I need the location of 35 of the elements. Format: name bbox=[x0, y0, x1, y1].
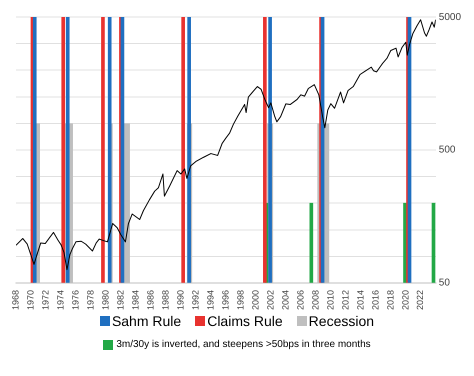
x-tick-label: 1992 bbox=[190, 290, 200, 310]
x-tick-label: 2012 bbox=[340, 290, 350, 310]
legend-label: 3m/30y is inverted, and steepens >50bps in three months bbox=[116, 339, 371, 350]
x-tick-label: 2018 bbox=[385, 290, 396, 310]
x-tick-label: 1980 bbox=[100, 290, 110, 310]
legend-label: Recession bbox=[308, 313, 374, 329]
x-tick-label: 1994 bbox=[205, 290, 216, 310]
x-tick-label: 1984 bbox=[130, 290, 140, 310]
x-tick-label: 2020 bbox=[400, 290, 410, 310]
x-tick-label: 1978 bbox=[85, 290, 96, 310]
x-tick-label: 2022 bbox=[415, 290, 426, 310]
x-tick-label: 2000 bbox=[250, 290, 260, 310]
x-tick-label: 1990 bbox=[175, 290, 186, 310]
y-tick-label: 50 bbox=[438, 278, 450, 289]
x-tick-label: 1986 bbox=[145, 290, 156, 310]
x-tick-label: 1972 bbox=[40, 290, 50, 310]
x-tick-label: 2004 bbox=[280, 290, 290, 310]
x-tick-label: 1988 bbox=[160, 290, 170, 310]
x-tick-label: 2010 bbox=[325, 290, 336, 310]
legend-label: Sahm Rule bbox=[112, 313, 182, 329]
legend-label: Claims Rule bbox=[207, 313, 283, 329]
x-tick-label: 2002 bbox=[265, 290, 276, 310]
y-tick-label: 500 bbox=[438, 144, 456, 156]
x-tick-label: 2006 bbox=[295, 290, 306, 310]
x-tick-label: 1968 bbox=[10, 290, 20, 310]
x-tick-label: 1974 bbox=[55, 290, 66, 310]
x-tick-label: 1970 bbox=[25, 290, 36, 310]
x-tick-label: 2016 bbox=[370, 290, 380, 310]
x-tick-label: 1982 bbox=[115, 290, 126, 310]
x-tick-label: 1998 bbox=[235, 290, 246, 310]
x-tick-label: 2014 bbox=[355, 290, 366, 310]
y-tick-label: 5000 bbox=[438, 12, 462, 23]
x-tick-label: 1996 bbox=[220, 290, 230, 310]
x-tick-label: 1976 bbox=[70, 290, 80, 310]
x-tick-label: 2008 bbox=[310, 290, 320, 310]
